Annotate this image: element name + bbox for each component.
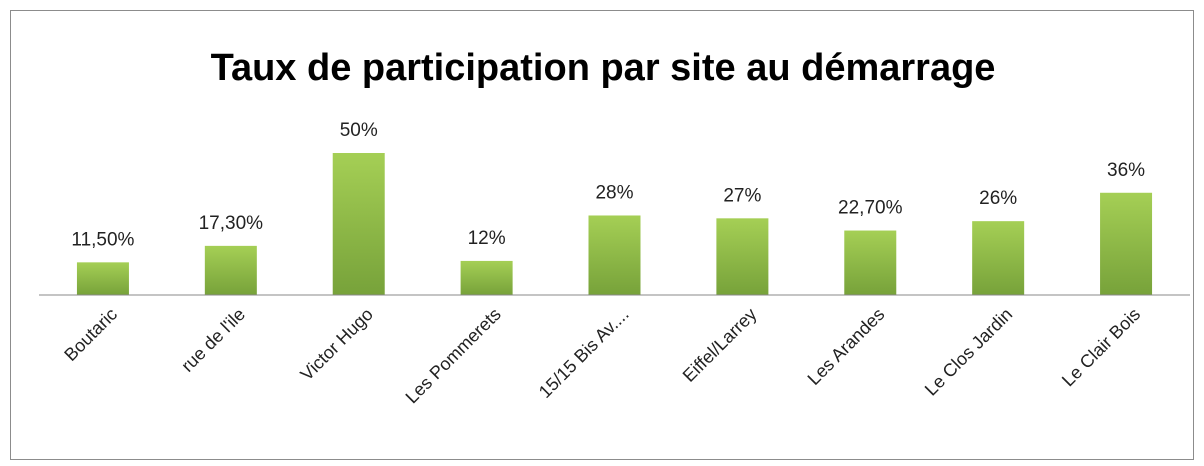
value-label: 50% — [340, 120, 378, 141]
bar — [716, 218, 769, 295]
value-label: 12% — [468, 228, 506, 249]
bar — [844, 230, 897, 295]
bar — [204, 245, 257, 295]
value-label: 17,30% — [199, 213, 264, 234]
value-label: 28% — [595, 182, 633, 203]
value-label: 27% — [723, 185, 761, 206]
bar — [332, 153, 385, 295]
bar — [588, 215, 641, 295]
value-label: 26% — [979, 188, 1017, 209]
bar — [76, 262, 129, 295]
bar — [972, 221, 1025, 295]
bar — [460, 260, 513, 295]
value-label: 22,70% — [838, 198, 903, 219]
bar — [1100, 192, 1153, 295]
chart-title: Taux de participation par site au démarr… — [211, 47, 996, 89]
value-label: 11,50% — [71, 229, 134, 250]
value-label: 36% — [1107, 160, 1145, 181]
